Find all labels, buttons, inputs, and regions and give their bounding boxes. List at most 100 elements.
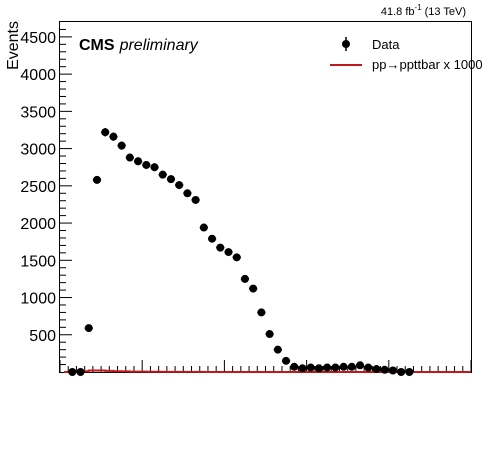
- data-point: [364, 363, 373, 372]
- data-point-marker: [339, 362, 348, 371]
- data-point-marker: [142, 160, 151, 169]
- data-point-marker: [183, 189, 192, 198]
- data-point: [397, 368, 406, 376]
- data-point: [166, 175, 176, 184]
- data-point: [158, 170, 167, 179]
- data-point: [183, 189, 192, 198]
- series-data-points: [68, 127, 414, 376]
- data-point: [281, 356, 291, 365]
- series-signal-line: [64, 369, 471, 373]
- data-point: [84, 324, 93, 333]
- data-point: [257, 308, 266, 317]
- data-point-marker: [331, 363, 340, 372]
- data-point-marker: [84, 324, 93, 333]
- data-point: [347, 362, 356, 371]
- data-point: [133, 157, 143, 166]
- data-point-marker: [356, 361, 365, 370]
- data-point: [323, 363, 332, 372]
- lumi-prefix: 41.8 fb: [381, 6, 415, 18]
- data-point: [92, 175, 102, 184]
- data-point-marker: [134, 157, 143, 166]
- data-point-marker: [372, 365, 381, 374]
- data-point: [175, 181, 184, 190]
- data-point-marker: [257, 308, 266, 317]
- data-point: [314, 364, 324, 373]
- data-point-marker: [380, 365, 389, 374]
- cms-label-main: CMS: [79, 37, 115, 54]
- data-point-marker: [166, 175, 175, 184]
- data-point-marker: [109, 132, 118, 141]
- cms-label: CMS preliminary: [79, 37, 199, 54]
- data-point-marker: [290, 362, 299, 371]
- data-point-marker: [150, 163, 159, 172]
- data-point-marker: [76, 368, 85, 376]
- data-point-marker: [125, 153, 134, 162]
- y-tick-label: 500: [29, 328, 56, 345]
- y-tick-label: 4000: [20, 67, 56, 84]
- data-point: [265, 330, 274, 339]
- data-point-marker: [306, 363, 315, 372]
- data-point-marker: [240, 274, 249, 283]
- data-point-marker: [282, 356, 291, 365]
- data-point-marker: [388, 366, 397, 375]
- data-point: [191, 195, 200, 204]
- legend-signal-label: pp→ppttbar x 1000: [372, 57, 483, 72]
- y-tick-label: 2500: [20, 179, 56, 196]
- data-point-marker: [101, 128, 110, 137]
- data-point: [142, 160, 151, 169]
- data-point: [199, 223, 208, 232]
- data-point: [298, 364, 307, 373]
- data-point-marker: [405, 368, 414, 376]
- data-point: [68, 368, 77, 376]
- data-point: [109, 132, 118, 141]
- y-tick-label: 4500: [20, 30, 56, 47]
- legend-data-label: Data: [372, 37, 400, 52]
- legend: Data pp→ppttbar x 1000: [330, 37, 483, 72]
- data-point-marker: [175, 181, 184, 190]
- data-point-marker: [323, 363, 332, 372]
- lumi-exponent: -1: [415, 3, 423, 12]
- data-point: [150, 163, 159, 172]
- y-axis-label: Events: [5, 21, 22, 70]
- data-point-marker: [273, 345, 282, 354]
- data-point-marker: [208, 234, 217, 243]
- data-point: [249, 284, 258, 293]
- lumi-suffix: (13 TeV): [425, 6, 466, 18]
- y-tick-label: 3500: [20, 104, 56, 121]
- y-axis-ticks: 500 1000 1500 2000 2500 3000 3500 4000 4500: [20, 28, 72, 366]
- y-tick-label: 3000: [20, 142, 56, 159]
- data-point: [273, 345, 282, 354]
- data-point: [207, 234, 217, 243]
- data-point: [331, 363, 340, 372]
- data-point: [380, 365, 389, 374]
- data-point: [232, 253, 241, 262]
- data-point: [224, 248, 233, 257]
- data-point-marker: [224, 248, 233, 257]
- data-point: [290, 362, 299, 371]
- data-point: [216, 243, 225, 252]
- data-point-marker: [216, 243, 225, 252]
- data-point-marker: [397, 368, 406, 376]
- data-point: [339, 362, 348, 371]
- y-tick-label: 2000: [20, 216, 56, 233]
- data-point-marker: [232, 253, 241, 262]
- data-point-marker: [158, 170, 167, 179]
- data-point-marker: [68, 368, 77, 376]
- data-point: [125, 153, 134, 162]
- data-point-marker: [314, 364, 323, 373]
- data-point: [405, 368, 414, 376]
- data-point-marker: [265, 330, 274, 339]
- data-point-marker: [199, 223, 208, 232]
- data-point: [306, 363, 315, 372]
- legend-data-marker: [342, 40, 350, 48]
- signal-line-path: [64, 369, 471, 373]
- data-point-marker: [364, 363, 373, 372]
- data-point: [101, 127, 110, 137]
- y-tick-label: 1500: [20, 253, 56, 270]
- data-point: [355, 361, 365, 370]
- lumi-label: 41.8 fb-1 (13 TeV): [381, 3, 466, 18]
- y-tick-label: 1000: [20, 291, 56, 308]
- data-point: [372, 365, 381, 374]
- plot-frame: [59, 21, 472, 373]
